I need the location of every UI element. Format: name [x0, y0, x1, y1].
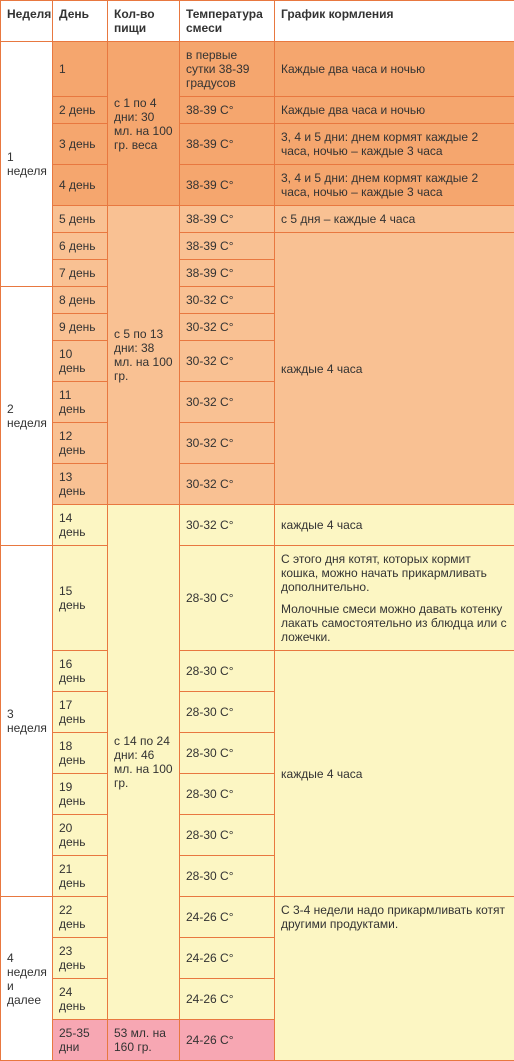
temp-cell: 24-26 С°: [180, 979, 275, 1020]
col-week: Неделя: [1, 1, 53, 42]
temp-cell: в первые сутки 38-39 градусов: [180, 42, 275, 97]
table-row: 4 день 38-39 С° 3, 4 и 5 дни: днем кормя…: [1, 165, 514, 206]
table-row: 6 день 38-39 С° каждые 4 часа: [1, 233, 514, 260]
sched-cell: С 3-4 недели надо прикармливать котят др…: [275, 897, 514, 1061]
sched-text-b: Молочные смеси можно давать котенку лака…: [281, 602, 508, 644]
sched-cell: Каждые два часа и ночью: [275, 42, 514, 97]
temp-cell: 38-39 С°: [180, 165, 275, 206]
temp-cell: 28-30 С°: [180, 774, 275, 815]
day-cell: 15 день: [53, 546, 108, 651]
food-cell: 53 мл. на 160 гр.: [108, 1020, 180, 1061]
temp-cell: 38-39 С°: [180, 206, 275, 233]
temp-cell: 28-30 С°: [180, 815, 275, 856]
sched-cell: каждые 4 часа: [275, 505, 514, 546]
sched-cell: 3, 4 и 5 дни: днем кормят каждые 2 часа,…: [275, 165, 514, 206]
temp-cell: 28-30 С°: [180, 651, 275, 692]
temp-cell: 28-30 С°: [180, 856, 275, 897]
temp-cell: 38-39 С°: [180, 97, 275, 124]
day-cell: 2 день: [53, 97, 108, 124]
temp-cell: 30-32 С°: [180, 423, 275, 464]
day-cell: 4 день: [53, 165, 108, 206]
day-cell: 19 день: [53, 774, 108, 815]
temp-cell: 38-39 С°: [180, 233, 275, 260]
day-cell: 3 день: [53, 124, 108, 165]
day-cell: 25-35 дни: [53, 1020, 108, 1061]
temp-cell: 30-32 С°: [180, 341, 275, 382]
table-row: 2 день 38-39 С° Каждые два часа и ночью: [1, 97, 514, 124]
table-row: 1 неделя 1 с 1 по 4 дни: 30 мл. на 100 г…: [1, 42, 514, 97]
sched-cell: каждые 4 часа: [275, 651, 514, 897]
table-row: 3 неделя 15 день 28-30 С° С этого дня ко…: [1, 546, 514, 651]
table-row: 5 день с 5 по 13 дни: 38 мл. на 100 гр. …: [1, 206, 514, 233]
temp-cell: 28-30 С°: [180, 546, 275, 651]
day-cell: 11 день: [53, 382, 108, 423]
sched-cell: каждые 4 часа: [275, 233, 514, 505]
day-cell: 22 день: [53, 897, 108, 938]
header-row: Неделя День Кол-во пищи Температура смес…: [1, 1, 514, 42]
temp-cell: 28-30 С°: [180, 733, 275, 774]
temp-cell: 28-30 С°: [180, 692, 275, 733]
day-cell: 7 день: [53, 260, 108, 287]
temp-cell: 30-32 С°: [180, 382, 275, 423]
week-1: 1 неделя: [1, 42, 53, 287]
day-cell: 1: [53, 42, 108, 97]
sched-cell: 3, 4 и 5 дни: днем кормят каждые 2 часа,…: [275, 124, 514, 165]
day-cell: 23 день: [53, 938, 108, 979]
day-cell: 17 день: [53, 692, 108, 733]
col-day: День: [53, 1, 108, 42]
temp-cell: 30-32 С°: [180, 314, 275, 341]
sched-cell: Каждые два часа и ночью: [275, 97, 514, 124]
temp-cell: 38-39 С°: [180, 124, 275, 165]
table-row: 16 день 28-30 С° каждые 4 часа: [1, 651, 514, 692]
temp-cell: 30-32 С°: [180, 505, 275, 546]
feeding-schedule-table: Неделя День Кол-во пищи Температура смес…: [0, 0, 514, 1061]
day-cell: 10 день: [53, 341, 108, 382]
day-cell: 8 день: [53, 287, 108, 314]
week-4: 4 неделя и далее: [1, 897, 53, 1061]
table-row: 4 неделя и далее 22 день 24-26 С° С 3-4 …: [1, 897, 514, 938]
temp-cell: 24-26 С°: [180, 938, 275, 979]
day-cell: 24 день: [53, 979, 108, 1020]
col-food: Кол-во пищи: [108, 1, 180, 42]
day-cell: 20 день: [53, 815, 108, 856]
day-cell: 9 день: [53, 314, 108, 341]
week-2: 2 неделя: [1, 287, 53, 546]
day-cell: 18 день: [53, 733, 108, 774]
sched-text-a: С этого дня котят, которых кормит кошка,…: [281, 552, 508, 594]
day-cell: 5 день: [53, 206, 108, 233]
col-sched: График кормления: [275, 1, 514, 42]
temp-cell: 38-39 С°: [180, 260, 275, 287]
day-cell: 6 день: [53, 233, 108, 260]
temp-cell: 24-26 С°: [180, 897, 275, 938]
sched-cell: с 5 дня – каждые 4 часа: [275, 206, 514, 233]
table-row: 14 день с 14 по 24 дни: 46 мл. на 100 гр…: [1, 505, 514, 546]
temp-cell: 24-26 С°: [180, 1020, 275, 1061]
temp-cell: 30-32 С°: [180, 287, 275, 314]
day-cell: 16 день: [53, 651, 108, 692]
temp-cell: 30-32 С°: [180, 464, 275, 505]
day-cell: 12 день: [53, 423, 108, 464]
week-3: 3 неделя: [1, 546, 53, 897]
day-cell: 14 день: [53, 505, 108, 546]
food-cell: с 5 по 13 дни: 38 мл. на 100 гр.: [108, 206, 180, 505]
table-row: 3 день 38-39 С° 3, 4 и 5 дни: днем кормя…: [1, 124, 514, 165]
col-temp: Температура смеси: [180, 1, 275, 42]
day-cell: 21 день: [53, 856, 108, 897]
food-cell: с 1 по 4 дни: 30 мл. на 100 гр. веса: [108, 42, 180, 206]
sched-cell: С этого дня котят, которых кормит кошка,…: [275, 546, 514, 651]
food-cell: с 14 по 24 дни: 46 мл. на 100 гр.: [108, 505, 180, 1020]
day-cell: 13 день: [53, 464, 108, 505]
